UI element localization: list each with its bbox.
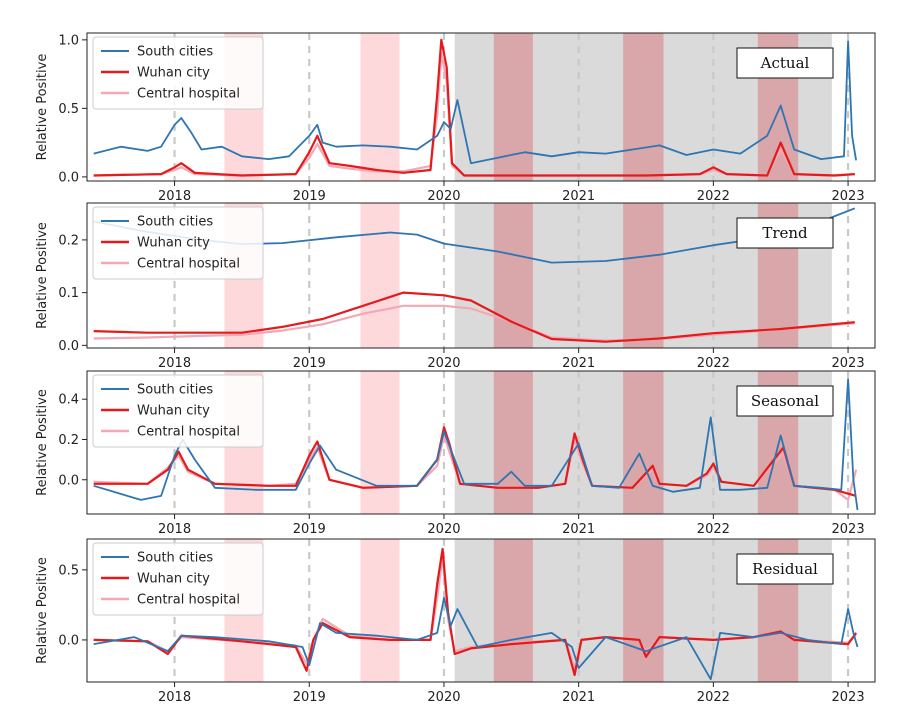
shade-red-band (493, 33, 533, 181)
panel-label: Seasonal (751, 392, 819, 410)
legend-box (92, 206, 264, 280)
x-tick-label: 2018 (158, 690, 191, 705)
y-tick-label: 0.2 (58, 233, 79, 248)
x-tick-label: 2020 (427, 356, 460, 371)
legend-label-wuhan: Wuhan city (137, 66, 210, 81)
x-tick-label: 2022 (697, 356, 730, 371)
x-tick-label: 2019 (293, 690, 326, 705)
legend-label-central: Central hospital (137, 257, 240, 272)
y-tick-label: 0.0 (58, 170, 79, 185)
legend-label-central: Central hospital (137, 87, 240, 102)
panel-actual: 0.0 0.5 1.0 2018 2019 2020 2021 2022 2023 Relativ… (35, 32, 876, 204)
axes-frame (86, 32, 876, 182)
series-line-south (93, 597, 859, 681)
legend-label-south: South cities (137, 383, 213, 398)
legend-box (92, 542, 264, 616)
series-line-south (93, 378, 859, 511)
x-tick-label: 2023 (832, 189, 865, 204)
panel-label: Residual (752, 560, 818, 578)
legend-label-central: Central hospital (137, 593, 240, 608)
series-line-wuhan (93, 547, 857, 677)
x-tick-label: 2019 (293, 189, 326, 204)
x-tick-label: 2021 (562, 189, 595, 204)
y-axis-label: Relative Positive (35, 222, 50, 329)
shade-red-band (493, 371, 533, 514)
x-tick-label: 2022 (697, 522, 730, 537)
y-tick-label: 0.0 (58, 339, 79, 354)
axes-frame (86, 538, 876, 683)
panel-residual: 0.0 0.5 2018 2019 2020 2021 2022 2023 Relative P… (35, 538, 876, 705)
x-tick-label: 2023 (832, 356, 865, 371)
series-line-wuhan (93, 38, 855, 177)
x-tick-label: 2022 (697, 189, 730, 204)
x-tick-label: 2022 (697, 690, 730, 705)
axes-frame (86, 370, 876, 515)
legend-box (92, 374, 264, 448)
x-tick-label: 2019 (293, 356, 326, 371)
axes-frame (86, 202, 876, 349)
y-tick-label: 0.0 (58, 473, 79, 488)
panel-label: Trend (762, 224, 808, 242)
shade-red-band (493, 203, 533, 348)
legend-label-central: Central hospital (137, 425, 240, 440)
x-tick-label: 2020 (427, 522, 460, 537)
panel-trend: 0.0 0.1 0.2 2018 2019 2020 2021 2022 2023 Relativ… (35, 202, 876, 371)
y-axis-label: Relative Positive (35, 389, 50, 496)
panel-label-box (736, 217, 834, 249)
shade-red-band (493, 539, 533, 682)
y-axis-label: Relative Positive (35, 54, 50, 161)
y-tick-label: 0.2 (58, 433, 79, 448)
x-tick-label: 2019 (293, 522, 326, 537)
x-tick-label: 2020 (427, 189, 460, 204)
y-tick-label: 0.4 (58, 393, 79, 408)
series-line-wuhan (93, 426, 857, 497)
shade-red-band (623, 539, 664, 682)
y-tick-label: 0.1 (58, 286, 79, 301)
panel-label: Actual (760, 54, 810, 72)
series-line-south (93, 40, 857, 165)
y-tick-label: 0.0 (58, 633, 79, 648)
shade-red-band (623, 203, 664, 348)
panel-label-box (736, 47, 834, 79)
shade-red-band (360, 371, 400, 514)
x-tick-label: 2018 (158, 356, 191, 371)
panel-label-box (736, 385, 834, 417)
shade-red-band (360, 203, 400, 348)
x-tick-label: 2020 (427, 690, 460, 705)
x-tick-label: 2018 (158, 189, 191, 204)
panel-label-box (736, 553, 834, 585)
y-tick-label: 0.5 (58, 563, 79, 578)
legend-label-south: South cities (137, 551, 213, 566)
x-tick-label: 2018 (158, 522, 191, 537)
x-tick-label: 2021 (562, 522, 595, 537)
legend-label-wuhan: Wuhan city (137, 236, 210, 251)
legend-label-wuhan: Wuhan city (137, 572, 210, 587)
x-tick-label: 2023 (832, 690, 865, 705)
panel-seasonal: 0.0 0.2 0.4 2018 2019 2020 2021 2022 2023 Relativ… (35, 370, 876, 537)
legend-label-south: South cities (137, 45, 213, 60)
legend-label-wuhan: Wuhan city (137, 404, 210, 419)
shade-red-band (360, 33, 400, 181)
shade-red-band (360, 539, 400, 682)
y-axis-label: Relative Positive (35, 557, 50, 664)
x-tick-label: 2021 (562, 356, 595, 371)
legend-label-south: South cities (137, 215, 213, 230)
y-tick-label: 0.5 (58, 102, 79, 117)
y-tick-label: 1.0 (58, 33, 79, 48)
series-line-wuhan (93, 291, 855, 343)
x-tick-label: 2021 (562, 690, 595, 705)
shade-red-band (623, 371, 664, 514)
legend-box (92, 36, 264, 110)
shade-red-band (623, 33, 664, 181)
x-tick-label: 2023 (832, 522, 865, 537)
